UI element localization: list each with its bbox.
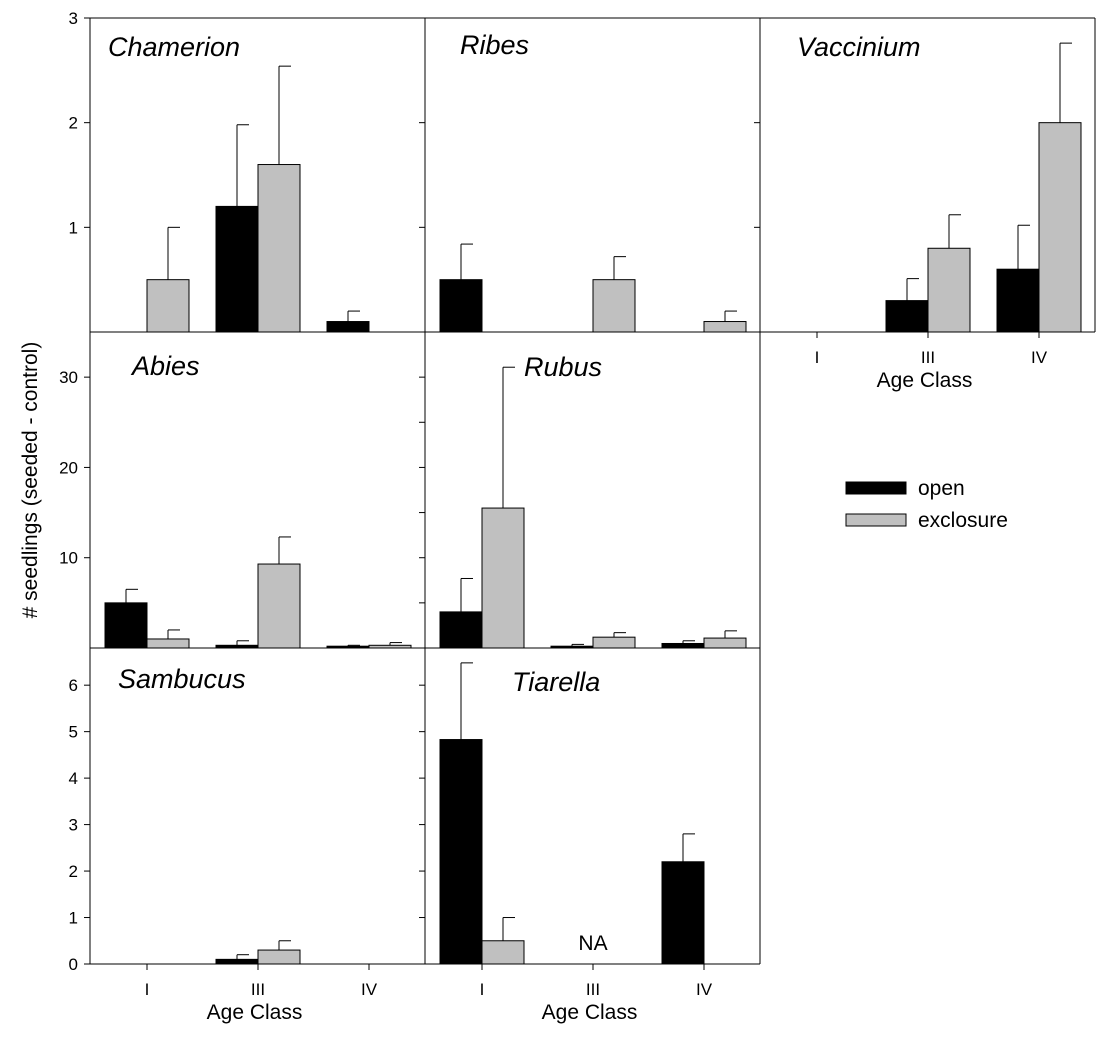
x-tick-label: IV: [1031, 348, 1048, 367]
panel-title: Chamerion: [108, 32, 240, 62]
x-axis-title: Age Class: [207, 1001, 303, 1024]
bar-chamerion-exclosure-III: [257, 164, 301, 333]
panel-chamerion: 1 2 3 Chamerion: [69, 9, 426, 333]
bar-ribes-exclosure-IV: [703, 321, 747, 333]
bar-chamerion-exclosure-I: [146, 279, 190, 333]
x-axis-title: Age Class: [877, 369, 973, 392]
y-tick-label: 6: [69, 676, 78, 695]
bar-tiarella-exclosure-I: [481, 940, 525, 965]
y-tick-label: 30: [59, 368, 78, 387]
na-label: NA: [578, 932, 607, 955]
x-axis-title: Age Class: [542, 1001, 638, 1024]
bar-vaccinium-open-III: [885, 300, 929, 333]
y-axis-title: # seedlings (seeded - control): [19, 342, 42, 619]
legend-label-open: open: [918, 477, 965, 500]
bar-vaccinium-exclosure-IV: [1038, 122, 1082, 333]
panel-abies: 10 20 30 Abies: [59, 331, 426, 649]
bar-abies-exclosure-III: [257, 563, 301, 649]
y-tick-label: 2: [69, 114, 78, 133]
x-tick-label: I: [145, 980, 150, 999]
x-tick-label: IV: [361, 980, 378, 999]
x-tick-label: I: [815, 348, 820, 367]
bar-rubus-exclosure-I: [481, 507, 525, 649]
bar-rubus-exclosure-IV: [703, 637, 747, 649]
legend: open exclosure: [845, 477, 1008, 532]
legend-label-exclosure: exclosure: [918, 509, 1008, 532]
panel-title: Ribes: [460, 30, 529, 60]
y-tick-label: 1: [69, 218, 78, 237]
y-tick-label: 10: [59, 549, 78, 568]
bar-tiarella-open-I: [439, 739, 483, 965]
y-tick-label: 3: [69, 816, 78, 835]
legend-swatch-exclosure: [845, 513, 907, 527]
bar-sambucus-open-III: [215, 958, 259, 965]
y-tick-label: 20: [59, 458, 78, 477]
panel-ribes: Ribes: [419, 17, 761, 333]
panel-rubus: Rubus: [419, 331, 761, 649]
bar-vaccinium-exclosure-III: [927, 247, 971, 333]
bar-tiarella-open-IV: [661, 861, 705, 965]
bar-rubus-open-IV: [661, 642, 705, 649]
y-tick-label: 5: [69, 723, 78, 742]
bar-chamerion-open-IV: [326, 321, 370, 333]
panel-title: Abies: [130, 351, 200, 381]
panel-title: Vaccinium: [797, 32, 921, 62]
bar-vaccinium-open-IV: [996, 268, 1040, 333]
bar-rubus-exclosure-III: [592, 636, 636, 649]
y-tick-label: 4: [69, 769, 78, 788]
x-tick-label: I: [480, 980, 485, 999]
legend-swatch-open: [845, 481, 907, 495]
x-tick-label: III: [921, 348, 935, 367]
panel-title: Rubus: [524, 352, 602, 382]
y-tick-label: 3: [69, 9, 78, 28]
panel-title: Sambucus: [118, 664, 246, 694]
x-tick-label: III: [586, 980, 600, 999]
y-tick-label: 0: [69, 955, 78, 974]
y-tick-label: 1: [69, 909, 78, 928]
panel-title: Tiarella: [512, 667, 600, 697]
bar-chamerion-open-III: [215, 205, 259, 333]
bar-abies-open-I: [104, 602, 148, 649]
x-tick-label: III: [251, 980, 265, 999]
x-tick-label: IV: [696, 980, 713, 999]
bar-ribes-exclosure-III: [592, 279, 636, 333]
bar-sambucus-exclosure-III: [257, 949, 301, 965]
bar-abies-exclosure-I: [146, 638, 190, 649]
bar-ribes-open-I: [439, 279, 483, 333]
y-tick-label: 2: [69, 862, 78, 881]
bar-rubus-open-I: [439, 611, 483, 649]
